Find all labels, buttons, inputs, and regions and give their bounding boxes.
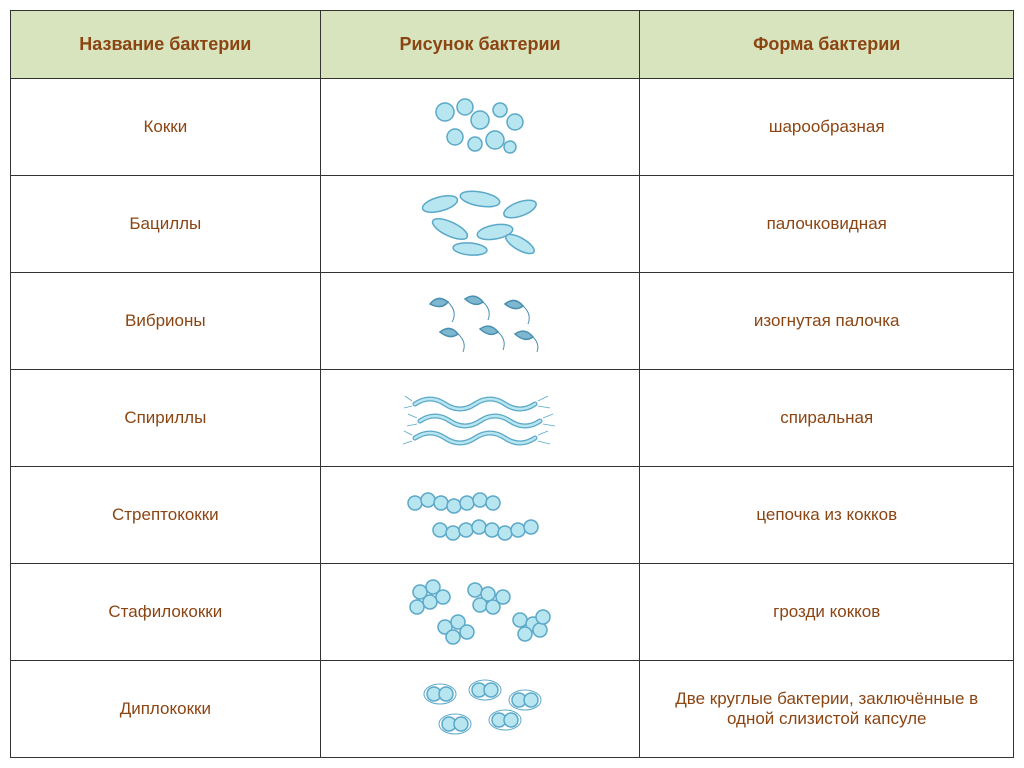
spirilla-icon <box>400 386 560 451</box>
table-row: Вибрионы <box>11 273 1014 370</box>
bacilli-icon <box>410 184 550 264</box>
table-row: Диплококки <box>11 661 1014 758</box>
strepto-icon <box>400 478 560 553</box>
header-row: Название бактерии Рисунок бактерии Форма… <box>11 11 1014 79</box>
bacteria-drawing <box>320 79 640 176</box>
vibrio-icon <box>410 284 550 359</box>
table-row: Стафилококки <box>11 564 1014 661</box>
bacteria-shape: шарообразная <box>640 79 1014 176</box>
bacteria-name: Бациллы <box>11 176 321 273</box>
bacteria-name: Вибрионы <box>11 273 321 370</box>
bacteria-name: Стафилококки <box>11 564 321 661</box>
bacteria-drawing <box>320 467 640 564</box>
bacteria-shape: цепочка из кокков <box>640 467 1014 564</box>
table-row: Кокки шарообразная <box>11 79 1014 176</box>
staphylo-icon <box>395 572 565 652</box>
table-row: Спириллы <box>11 370 1014 467</box>
bacteria-drawing <box>320 273 640 370</box>
bacteria-drawing <box>320 564 640 661</box>
header-shape: Форма бактерии <box>640 11 1014 79</box>
header-drawing: Рисунок бактерии <box>320 11 640 79</box>
bacteria-shape: грозди кокков <box>640 564 1014 661</box>
bacteria-drawing <box>320 661 640 758</box>
bacteria-shape: изогнутая палочка <box>640 273 1014 370</box>
bacteria-name: Диплококки <box>11 661 321 758</box>
bacteria-name: Кокки <box>11 79 321 176</box>
table-row: Стрептококки <box>11 467 1014 564</box>
bacteria-name: Стрептококки <box>11 467 321 564</box>
header-name: Название бактерии <box>11 11 321 79</box>
bacteria-name: Спириллы <box>11 370 321 467</box>
bacteria-shape: спиральная <box>640 370 1014 467</box>
cocci-icon <box>420 92 540 162</box>
bacteria-drawing <box>320 176 640 273</box>
bacteria-shape: Две круглые бактерии, заключённые в одно… <box>640 661 1014 758</box>
bacteria-shape: палочковидная <box>640 176 1014 273</box>
diplo-icon <box>410 672 550 747</box>
bacteria-drawing <box>320 370 640 467</box>
bacteria-table: Название бактерии Рисунок бактерии Форма… <box>10 10 1014 758</box>
table-row: Бациллы п <box>11 176 1014 273</box>
